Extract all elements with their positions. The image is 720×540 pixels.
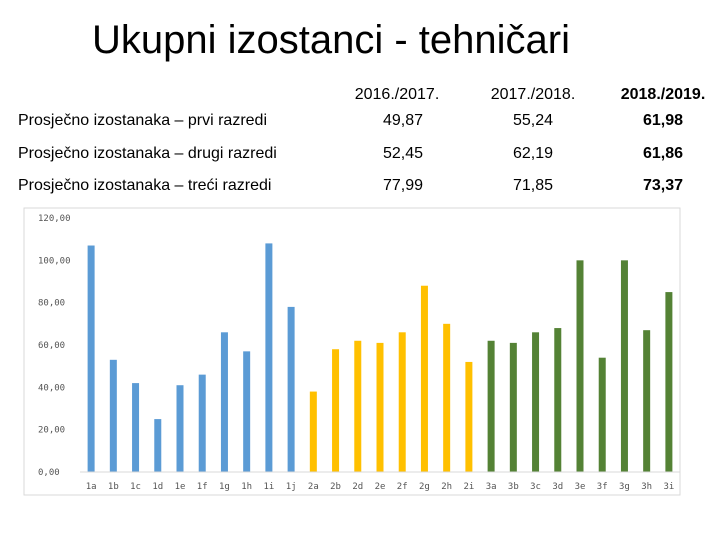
bar-3a [487,340,495,472]
cell-prvi-2018: 61,98 [642,112,684,129]
chart-frame [23,207,681,496]
bar-1c [132,383,140,472]
x-tick-label: 3a [486,482,497,492]
x-axis-ticks: 1a 1b 1c 1d 1e 1f 1g 1h 1i 1j 2a 2b 2d 2e 2f 2g 2h 2i 3a 3b… [86,482,675,492]
cell-drugi-2018: 61,86 [642,145,684,162]
y-tick-label: 80,00 [38,299,65,309]
x-tick-label: 1a [86,482,97,492]
x-tick-label: 2g [419,482,430,492]
x-tick-label: 3e [575,482,586,492]
x-tick-label: 3c [530,482,541,492]
x-tick-label: 1f [197,482,208,492]
x-tick-label: 3f [597,482,608,492]
cell-prvi-2016: 49,87 [382,112,424,129]
y-axis-ticks: 0,00 20,00 40,00 60,00 80,00 100,00 120,00 [38,214,71,478]
bar-1d [154,419,162,472]
cell-treci-2017: 71,85 [512,177,554,194]
bar-3h [643,330,651,472]
bar-1i [265,243,273,472]
bar-1g [220,332,228,472]
row-label-treci: Prosječno izostanaka – treći razredi [18,177,272,194]
bar-1h [243,351,251,472]
x-tick-label: 1j [286,482,297,492]
cell-drugi-2016: 52,45 [382,145,424,162]
bar-1a [87,245,95,472]
x-tick-label: 3h [641,482,652,492]
header-2017-2018: 2017./2018. [490,86,576,103]
x-tick-label: 1i [263,482,274,492]
x-tick-label: 2i [463,482,474,492]
bar-3c [532,332,540,472]
bar-2a [309,391,317,472]
y-tick-label: 20,00 [38,426,65,436]
x-tick-label: 3b [508,482,519,492]
x-tick-label: 1g [219,482,230,492]
y-tick-label: 120,00 [38,214,71,224]
bar-1b [109,359,117,472]
page-title: Ukupni izostanci - tehničari [92,18,570,62]
y-tick-label: 0,00 [38,468,60,478]
cell-treci-2018: 73,37 [642,177,684,194]
x-tick-label: 1c [130,482,141,492]
row-label-prvi: Prosječno izostanaka – prvi razredi [18,112,268,129]
x-tick-label: 1e [175,482,186,492]
bar-2d [354,340,362,472]
row-label-drugi: Prosječno izostanaka – drugi razredi [18,145,277,162]
y-tick-label: 40,00 [38,383,65,393]
y-tick-label: 100,00 [38,256,71,266]
x-tick-label: 2d [352,482,363,492]
bar-3d [554,328,562,472]
cell-prvi-2017: 55,24 [512,112,554,129]
cell-treci-2016: 77,99 [382,177,424,194]
x-tick-label: 2f [397,482,408,492]
x-tick-label: 3d [552,482,563,492]
x-tick-label: 2a [308,482,319,492]
x-tick-label: 3i [663,482,674,492]
x-tick-label: 1d [152,482,163,492]
bar-3i [665,292,673,472]
bar-3f [598,357,606,472]
bar-2h [443,323,451,472]
cell-drugi-2017: 62,19 [512,145,554,162]
x-tick-label: 1b [108,482,119,492]
x-tick-label: 2h [441,482,452,492]
bars [87,243,673,472]
bar-1f [198,374,206,472]
x-tick-label: 2b [330,482,341,492]
bar-2e [376,342,384,472]
bar-2g [420,285,428,472]
x-tick-label: 1h [241,482,252,492]
bar-2f [398,332,406,472]
bar-3g [620,260,628,472]
bar-2b [332,349,340,472]
x-tick-label: 3g [619,482,630,492]
bar-2i [465,361,473,472]
header-2016-2017: 2016./2017. [354,86,440,103]
bar-3b [509,342,517,472]
bar-1e [176,385,184,472]
header-2018-2019: 2018./2019. [620,86,706,103]
y-tick-label: 60,00 [38,341,65,351]
bar-1j [287,306,295,472]
x-tick-label: 2e [375,482,386,492]
bar-3e [576,260,584,472]
